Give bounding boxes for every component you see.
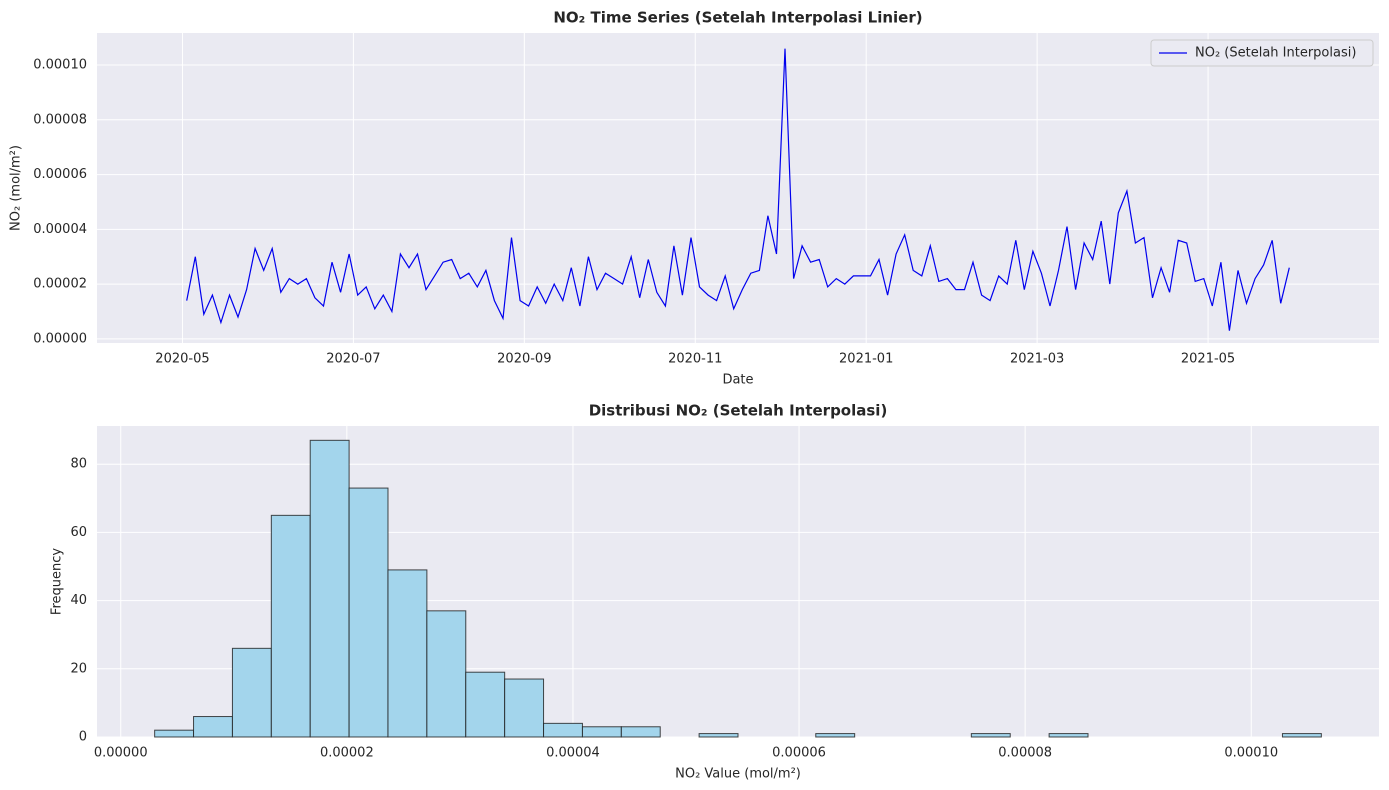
chart-title: NO₂ Time Series (Setelah Interpolasi Lin…	[553, 9, 922, 27]
x-tick-label: 2021-05	[1181, 352, 1235, 367]
y-tick-label: 0	[79, 730, 87, 745]
histogram-bar	[387, 569, 428, 738]
x-tick-label: 2020-09	[497, 352, 551, 367]
y-axis-label: Frequency	[50, 548, 65, 615]
x-tick-label: 2020-07	[326, 352, 380, 367]
x-tick-label: 2021-03	[1010, 352, 1064, 367]
histogram-bar	[231, 647, 272, 738]
y-tick-label: 0.00010	[33, 58, 87, 73]
data-line	[186, 48, 1290, 331]
histogram-bar	[815, 733, 856, 738]
y-axis-label: NO₂ (mol/m²)	[9, 145, 24, 231]
y-tick-label: 20	[70, 661, 87, 676]
histogram-bar	[193, 716, 233, 738]
plot-background	[97, 33, 1379, 343]
x-axis-label: NO₂ Value (mol/m²)	[675, 767, 801, 782]
histogram-bar	[426, 610, 467, 738]
x-tick-label: 0.00004	[546, 746, 600, 761]
histogram-bar	[504, 678, 545, 738]
x-tick-label: 0.00000	[94, 746, 148, 761]
histogram-bar	[970, 733, 1011, 738]
y-tick-label: 0.00000	[33, 331, 87, 346]
histogram-bar	[581, 726, 622, 738]
x-tick-label: 0.00002	[320, 746, 374, 761]
chart-title: Distribusi NO₂ (Setelah Interpolasi)	[589, 402, 888, 420]
histogram-bar	[698, 733, 739, 738]
y-tick-label: 80	[70, 457, 87, 472]
legend-box	[1150, 39, 1374, 67]
y-tick-label: 40	[70, 593, 87, 608]
x-axis-label: Date	[722, 373, 753, 388]
x-tick-label: 2021-01	[839, 352, 893, 367]
legend-label: NO₂ (Setelah Interpolasi)	[1195, 46, 1356, 61]
y-tick-label: 0.00006	[33, 167, 87, 182]
histogram-bar	[1281, 733, 1322, 738]
histogram-bar	[543, 722, 583, 738]
x-tick-label: 0.00010	[1224, 746, 1278, 761]
histogram-bar	[1048, 733, 1089, 738]
histogram-bar	[309, 439, 350, 738]
y-tick-label: 0.00008	[33, 112, 87, 127]
x-tick-label: 2020-05	[155, 352, 209, 367]
y-tick-label: 0.00002	[33, 277, 87, 292]
x-tick-label: 0.00006	[772, 746, 826, 761]
histogram-bar	[348, 487, 389, 738]
y-tick-label: 0.00004	[33, 222, 87, 237]
histogram-bar	[620, 726, 661, 738]
histogram-bar	[270, 514, 311, 738]
x-tick-label: 0.00008	[998, 746, 1052, 761]
y-tick-label: 60	[70, 525, 87, 540]
x-tick-label: 2020-11	[668, 352, 722, 367]
histogram-bar	[154, 729, 195, 738]
histogram-bar	[465, 671, 506, 738]
